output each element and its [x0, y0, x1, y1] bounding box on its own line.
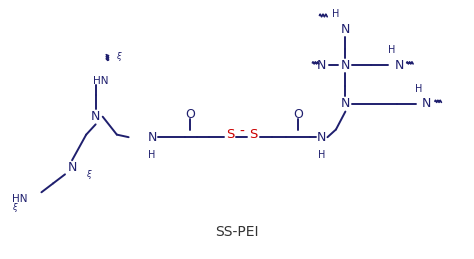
Text: N: N: [395, 59, 404, 72]
Text: -: -: [239, 125, 244, 139]
Text: N: N: [67, 161, 77, 174]
Text: ξ: ξ: [12, 203, 17, 212]
Text: N: N: [341, 97, 350, 110]
Text: N: N: [317, 131, 327, 144]
Text: ξ: ξ: [116, 52, 120, 61]
Text: S: S: [249, 128, 258, 141]
Text: N: N: [147, 131, 157, 144]
Text: ξ: ξ: [86, 170, 91, 179]
Text: N: N: [341, 59, 350, 72]
Text: H: H: [148, 150, 156, 160]
Text: N: N: [91, 110, 100, 123]
Text: N: N: [422, 97, 432, 110]
Text: N: N: [341, 23, 350, 36]
Text: S: S: [226, 128, 234, 141]
Text: HN: HN: [92, 76, 108, 86]
Text: H: H: [332, 9, 340, 19]
Text: H: H: [318, 150, 326, 160]
Text: H: H: [388, 45, 395, 55]
Text: O: O: [185, 108, 195, 121]
Text: N: N: [317, 59, 327, 72]
Text: H: H: [415, 83, 422, 93]
Text: HN: HN: [12, 194, 28, 204]
Text: O: O: [293, 108, 303, 121]
Text: SS-PEI: SS-PEI: [215, 225, 259, 239]
